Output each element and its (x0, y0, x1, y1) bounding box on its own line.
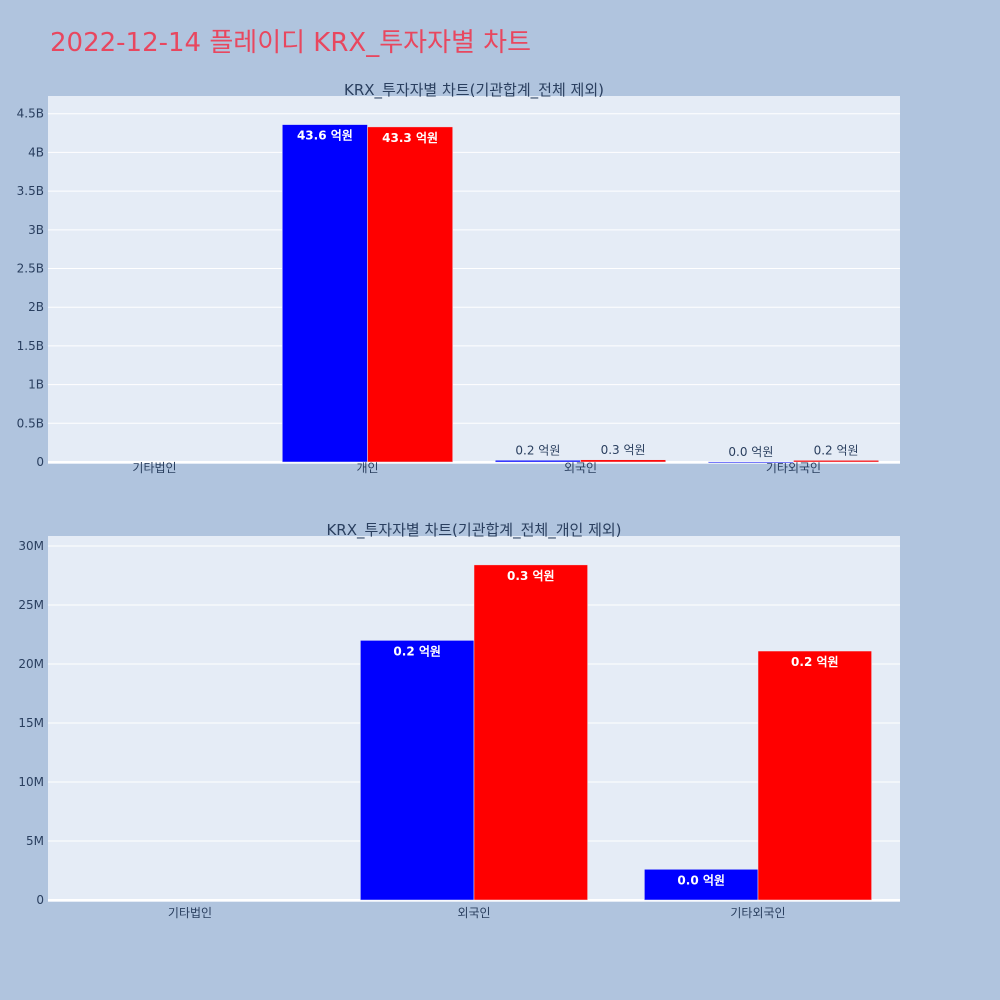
plot-area (48, 96, 900, 464)
bar (495, 460, 581, 463)
bar (360, 640, 475, 901)
bar-value-label: 0.2 억원 (515, 443, 560, 457)
y-tick-label: 0 (36, 893, 44, 907)
y-tick-label: 10M (18, 775, 44, 789)
bar (473, 564, 588, 901)
bar-value-label: 43.3 억원 (382, 131, 438, 145)
bar (757, 650, 872, 901)
y-tick-label: 15M (18, 716, 44, 730)
bar-value-label: 0.0 억원 (677, 873, 725, 887)
bar (793, 460, 879, 463)
bar (708, 461, 794, 464)
x-tick-label: 외국인 (564, 461, 597, 475)
y-tick-label: 4.5B (17, 107, 44, 121)
x-tick-label: 외국인 (457, 906, 490, 920)
y-tick-label: 25M (18, 598, 44, 612)
x-tick-label: 기타외국인 (730, 906, 785, 920)
y-tick-label: 3.5B (17, 184, 44, 198)
bar-value-label: 0.3 억원 (507, 569, 555, 583)
y-tick-label: 20M (18, 657, 44, 671)
y-tick-label: 3B (28, 223, 44, 237)
bar-value-label: 0.2 억원 (791, 655, 839, 669)
y-tick-label: 1B (28, 378, 44, 392)
x-tick-label: 개인 (356, 461, 378, 475)
y-tick-label: 2B (28, 300, 44, 314)
bar-value-label: 43.6 억원 (297, 129, 353, 143)
y-tick-label: 0.5B (17, 416, 44, 430)
chart-title: KRX_투자자별 차트(기관합계_전체 제외) (344, 81, 604, 100)
x-tick-label: 기타법인 (168, 906, 212, 920)
y-tick-label: 2.5B (17, 262, 44, 276)
bar (282, 124, 368, 463)
page-title: 2022-12-14 플레이디 KRX_투자자별 차트 (50, 28, 532, 58)
bar-value-label: 0.2 억원 (814, 443, 859, 457)
bar-value-label: 0.3 억원 (601, 443, 646, 457)
bar-chart-top: 0 0.5B 1B 1.5B 2B 2.5B 3B 3.5B 4B 4.5B KRX_투자자별 차트… (17, 81, 900, 475)
y-tick-label: 1.5B (17, 339, 44, 353)
bar (367, 126, 453, 463)
bar-value-label: 0.0 억원 (728, 445, 773, 459)
y-tick-label: 4B (28, 145, 44, 159)
x-tick-label: 기타법인 (132, 461, 176, 475)
chart-title: KRX_투자자별 차트(기관합계_전체_개인 제외) (326, 521, 621, 540)
bar (580, 459, 666, 463)
y-tick-label: 0 (36, 455, 44, 469)
bar (644, 869, 759, 901)
bar-value-label: 0.2 억원 (393, 644, 441, 658)
bar-chart-bottom: 0 5M 10M 15M 20M 25M 30M KRX_투자자별 차트(기관합계_전체_개인… (18, 521, 900, 920)
y-tick-label: 5M (26, 834, 44, 848)
y-tick-label: 30M (18, 539, 44, 553)
x-tick-label: 기타외국인 (766, 461, 821, 475)
